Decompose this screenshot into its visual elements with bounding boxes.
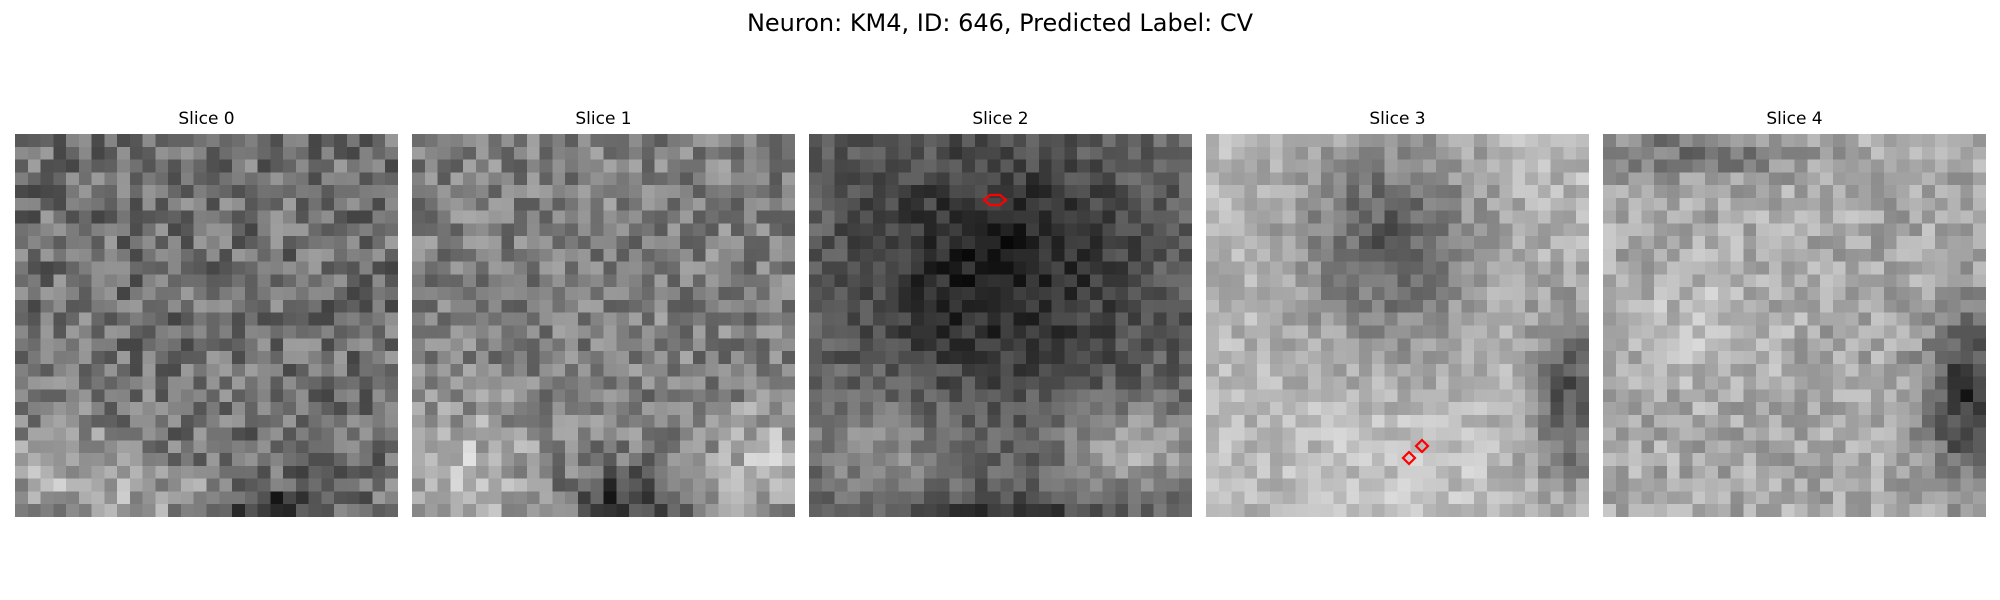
slice-image-2 [809, 134, 1192, 517]
slice-panel-0: Slice 0 [15, 108, 398, 518]
slice-title-3: Slice 3 [1369, 109, 1426, 129]
slice-panel-4: Slice 4 [1603, 108, 1986, 518]
slice-image-1 [412, 134, 795, 517]
slice-panel-3: Slice 3 [1206, 108, 1589, 518]
slice-image-4 [1603, 134, 1986, 517]
slice-panel-1: Slice 1 [412, 108, 795, 518]
slice-title-1: Slice 1 [575, 109, 632, 129]
slice-title-0: Slice 0 [178, 109, 235, 129]
figure-title: Neuron: KM4, ID: 646, Predicted Label: C… [746, 9, 1254, 37]
slice-title-2: Slice 2 [972, 109, 1029, 129]
slice-image-0 [15, 134, 398, 517]
slice-panel-2: Slice 2 [809, 108, 1192, 518]
slice-title-4: Slice 4 [1766, 109, 1823, 129]
slice-image-3 [1206, 134, 1589, 517]
